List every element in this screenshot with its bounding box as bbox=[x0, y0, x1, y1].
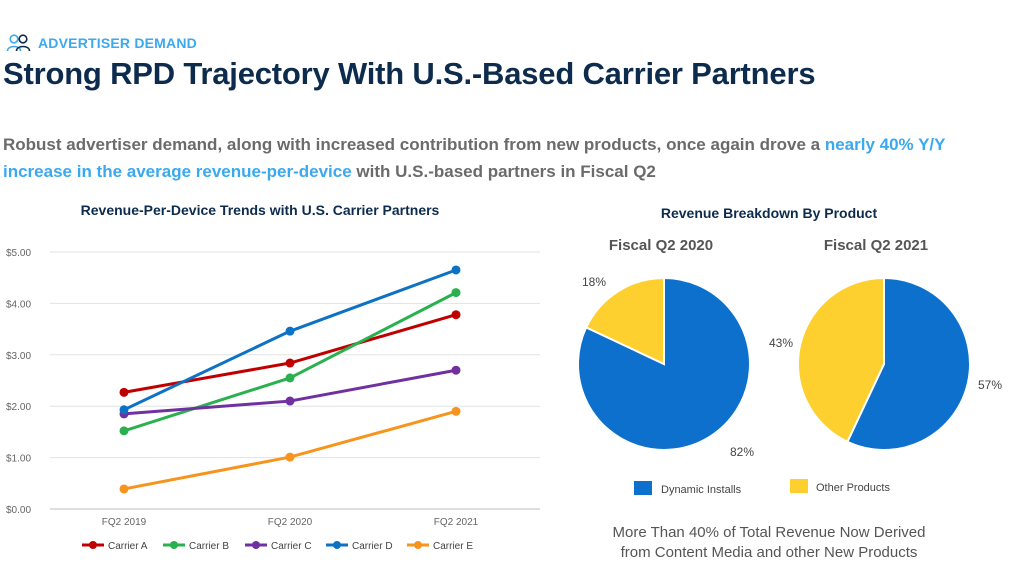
x-tick-label: FQ2 2019 bbox=[102, 517, 147, 528]
pie-slice-label: 43% bbox=[769, 336, 793, 350]
page-title: Strong RPD Trajectory With U.S.-Based Ca… bbox=[3, 56, 815, 92]
people-icon bbox=[6, 34, 32, 52]
legend-label: Carrier B bbox=[189, 541, 229, 552]
legend-label: Carrier C bbox=[271, 541, 312, 552]
legend-marker bbox=[333, 541, 341, 549]
data-point bbox=[286, 397, 295, 406]
data-point bbox=[286, 373, 295, 382]
subtitle-part2: with U.S.-based partners in Fiscal Q2 bbox=[352, 162, 656, 181]
page-subtitle: Robust advertiser demand, along with inc… bbox=[3, 131, 1013, 185]
data-point bbox=[452, 288, 461, 297]
legend-marker bbox=[170, 541, 178, 549]
legend-swatch bbox=[790, 479, 808, 493]
data-point bbox=[452, 407, 461, 416]
data-point bbox=[286, 327, 295, 336]
pie-slice-label: 18% bbox=[582, 275, 606, 289]
pie-group-title: Revenue Breakdown By Product bbox=[661, 205, 878, 221]
legend-marker bbox=[252, 541, 260, 549]
series-line bbox=[124, 270, 456, 410]
footnote-line1: More Than 40% of Total Revenue Now Deriv… bbox=[613, 524, 926, 541]
section-tag: ADVERTISER DEMAND bbox=[6, 34, 197, 52]
data-point bbox=[120, 388, 129, 397]
legend-label: Carrier E bbox=[433, 541, 473, 552]
pie-slice-label: 57% bbox=[978, 378, 1002, 392]
legend-label: Carrier A bbox=[108, 541, 148, 552]
y-tick-label: $0.00 bbox=[6, 505, 31, 516]
series-line bbox=[124, 411, 456, 489]
legend-swatch bbox=[634, 481, 652, 495]
data-point bbox=[452, 366, 461, 375]
revenue-breakdown-pies: Revenue Breakdown By Product Fiscal Q2 20… bbox=[560, 195, 1024, 573]
y-tick-label: $2.00 bbox=[6, 402, 31, 413]
rpd-line-chart: Revenue-Per-Device Trends with U.S. Carr… bbox=[0, 195, 560, 565]
x-tick-label: FQ2 2021 bbox=[434, 517, 479, 528]
legend-label: Carrier D bbox=[352, 541, 393, 552]
footnote-line2: from Content Media and other New Product… bbox=[621, 544, 918, 561]
y-tick-label: $1.00 bbox=[6, 454, 31, 465]
section-label: ADVERTISER DEMAND bbox=[38, 35, 197, 51]
data-point bbox=[120, 484, 129, 493]
legend-label: Other Products bbox=[816, 482, 890, 494]
pie-title: Fiscal Q2 2020 bbox=[609, 237, 713, 254]
data-point bbox=[286, 453, 295, 462]
data-point bbox=[286, 359, 295, 368]
legend-marker bbox=[89, 541, 97, 549]
legend-marker bbox=[414, 541, 422, 549]
legend-label: Dynamic Installs bbox=[661, 484, 742, 496]
data-point bbox=[452, 265, 461, 274]
x-tick-label: FQ2 2020 bbox=[268, 517, 313, 528]
data-point bbox=[120, 426, 129, 435]
pie-title: Fiscal Q2 2021 bbox=[824, 237, 928, 254]
subtitle-part1: Robust advertiser demand, along with inc… bbox=[3, 135, 825, 154]
y-tick-label: $3.00 bbox=[6, 351, 31, 362]
data-point bbox=[452, 310, 461, 319]
pie-slice-label: 82% bbox=[730, 445, 754, 459]
data-point bbox=[120, 405, 129, 414]
line-chart-title: Revenue-Per-Device Trends with U.S. Carr… bbox=[81, 202, 440, 218]
y-tick-label: $4.00 bbox=[6, 299, 31, 310]
y-tick-label: $5.00 bbox=[6, 248, 31, 259]
